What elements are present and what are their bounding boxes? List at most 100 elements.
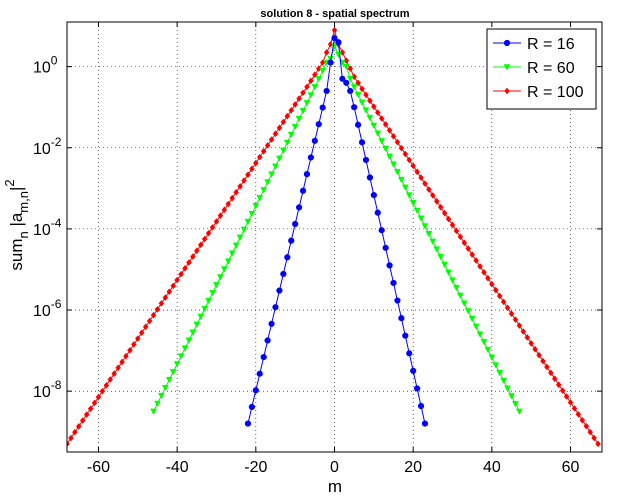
data-point [241, 177, 247, 184]
data-point [515, 408, 523, 415]
data-point [437, 203, 444, 211]
data-point [339, 49, 346, 56]
data-point [292, 220, 299, 228]
data-point [260, 353, 267, 361]
data-point [248, 403, 255, 411]
data-point [468, 315, 476, 323]
data-point [398, 315, 405, 322]
data-point [307, 154, 314, 161]
data-point [264, 142, 271, 149]
data-point [359, 85, 365, 93]
data-point [284, 112, 291, 120]
data-point [174, 276, 180, 284]
data-point [343, 57, 350, 64]
data-point [575, 410, 582, 418]
data-point [308, 77, 314, 85]
data-point [72, 428, 78, 436]
data-point [327, 59, 334, 66]
data-point [402, 150, 409, 158]
data-point [540, 357, 546, 365]
data-point [264, 179, 272, 186]
data-point [559, 387, 566, 395]
data-point [327, 40, 334, 48]
svg-text:sumn |am,n|2: sumn |am,n|2 [2, 179, 31, 270]
data-point [111, 370, 118, 378]
data-point [161, 384, 169, 392]
data-point [358, 139, 366, 146]
data-point [236, 234, 244, 241]
data-point [177, 353, 185, 360]
data-point [413, 207, 421, 215]
data-point [433, 197, 440, 205]
x-tick-label: -20 [244, 459, 267, 476]
data-point [500, 298, 507, 306]
data-point [303, 171, 311, 178]
data-point [186, 259, 192, 266]
data-point [142, 323, 149, 331]
data-point [457, 233, 464, 241]
data-point [469, 251, 476, 258]
data-point [220, 266, 228, 273]
data-point [414, 385, 421, 392]
data-point [95, 393, 102, 401]
data-point [480, 339, 488, 346]
data-point [158, 300, 165, 307]
data-point [249, 165, 255, 173]
data-point [354, 91, 362, 99]
data-point [213, 218, 220, 225]
data-point [426, 186, 432, 193]
data-point [311, 84, 319, 91]
data-point [315, 65, 322, 73]
data-point [165, 377, 173, 384]
data-point [405, 192, 413, 199]
data-point [508, 310, 515, 318]
data-point [409, 200, 417, 207]
data-point [182, 264, 188, 272]
data-point [279, 147, 287, 154]
data-point [252, 203, 260, 210]
data-point [414, 168, 420, 176]
data-point [119, 358, 125, 366]
data-point [398, 144, 405, 152]
data-point [532, 345, 538, 353]
data-point [496, 370, 504, 377]
legend-label: R = 16 [527, 36, 575, 53]
data-point [315, 76, 323, 83]
data-point [343, 79, 350, 86]
data-point [107, 376, 114, 383]
data-point [496, 292, 503, 300]
data-point [272, 304, 279, 311]
data-point [378, 115, 385, 122]
data-point [233, 188, 239, 196]
data-point [75, 422, 82, 430]
data-point [367, 97, 373, 105]
data-point [150, 311, 157, 319]
data-point [201, 235, 208, 243]
data-point [579, 416, 586, 424]
y-tick-label: 10-8 [33, 378, 62, 401]
data-point [272, 163, 279, 170]
data-point [382, 244, 389, 251]
data-point [516, 322, 523, 329]
data-point [335, 39, 342, 46]
data-point [595, 440, 601, 448]
data-point [394, 297, 401, 304]
data-point [363, 91, 369, 99]
data-point [304, 83, 310, 91]
data-point [295, 116, 303, 123]
data-point [189, 329, 197, 336]
data-point [280, 118, 287, 126]
data-point [422, 180, 428, 187]
data-point [115, 364, 121, 372]
x-tick-label: -60 [87, 459, 110, 476]
data-point [287, 131, 295, 139]
data-point [571, 405, 578, 412]
data-point [460, 300, 468, 307]
data-point [181, 345, 189, 352]
x-tick-label: 40 [483, 459, 501, 476]
data-point [465, 245, 472, 253]
data-point [386, 153, 393, 160]
data-point [67, 440, 70, 448]
data-point [441, 209, 448, 217]
data-point [205, 229, 212, 237]
